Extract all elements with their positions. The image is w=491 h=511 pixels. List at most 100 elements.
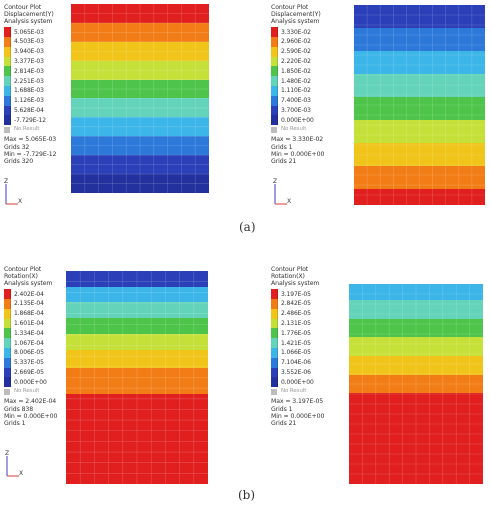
contour-band — [349, 374, 483, 394]
axis-triad-a-right: Z X — [273, 178, 291, 205]
legend-row: 2.402E-04 — [4, 289, 57, 300]
no-result-swatch — [271, 388, 277, 395]
legend-title-line: Rotation(X) — [271, 273, 305, 281]
stat-min: Min = -7.729E-12 — [4, 150, 57, 158]
contour-band — [354, 119, 485, 143]
color-scale: 3.197E-05 2.842E-05 2.486E-05 2.131E-05 1.77… — [271, 289, 324, 388]
legend-row: 2.842E-05 — [271, 299, 324, 309]
contour-band — [354, 165, 485, 189]
legend-tick-label: 0.000E+00 — [281, 116, 314, 124]
legend-swatch — [4, 299, 11, 309]
legend-swatch — [4, 66, 11, 77]
legend-swatch — [271, 27, 278, 38]
legend-a-right: Contour Plot Displacement(Y) Analysis sy… — [271, 4, 324, 166]
stat-min-grids: Grids 320 — [4, 158, 34, 166]
legend-swatch — [4, 308, 11, 319]
legend-swatch — [271, 56, 278, 67]
legend-row: 2.220E-02 — [271, 56, 324, 67]
legend-row: 5.065E-03 — [4, 27, 56, 38]
stat-max-grids: Grids 1 — [271, 143, 293, 151]
stat-min-grids: Grids 1 — [4, 420, 26, 428]
legend-tick-label: 0.000E+00 — [281, 378, 314, 386]
legend-swatch — [271, 37, 278, 47]
legend-tick-label: -7.729E-12 — [14, 116, 46, 124]
legend-tick-label: 3.700E-03 — [281, 107, 311, 114]
legend-b-left: Contour Plot Rotation(X) Analysis system… — [4, 266, 57, 428]
no-result-entry: No Result — [271, 126, 324, 133]
legend-swatch — [4, 367, 11, 378]
contour-plot-a-left — [71, 4, 209, 193]
legend-tick-label: 1.776E-05 — [281, 329, 311, 337]
legend-tick-label: 3.330E-02 — [281, 28, 311, 36]
no-result-label: No Result — [281, 126, 307, 133]
contour-band — [66, 287, 208, 302]
axis-triad-a-left: Z X — [4, 178, 22, 205]
legend-tick-label: 1.868E-04 — [14, 310, 44, 318]
contour-band — [349, 356, 483, 375]
legend-tick-label: 1.067E-04 — [14, 339, 44, 347]
contour-band — [349, 318, 483, 338]
legend-tick-label: 2.590E-02 — [281, 48, 311, 56]
contour-band — [349, 300, 483, 319]
stat-min-grids: Grids 21 — [271, 420, 297, 428]
color-scale: 5.065E-03 4.503E-03 3.940E-03 3.377E-03 2.81… — [4, 27, 56, 126]
contour-band — [71, 22, 209, 42]
contour-band — [71, 117, 209, 137]
legend-row: 1.421E-05 — [271, 338, 324, 349]
legend-swatch — [271, 377, 278, 388]
legend-tick-label: 2.486E-05 — [281, 310, 311, 318]
contour-band — [66, 393, 208, 484]
contour-band — [71, 60, 209, 80]
legend-row: 8.006E-05 — [4, 348, 57, 358]
legend-swatch — [271, 328, 278, 339]
legend-swatch — [271, 367, 278, 378]
no-result-label: No Result — [14, 126, 40, 133]
axis-label-x: X — [18, 198, 22, 205]
contour-band — [349, 337, 483, 357]
legend-swatch — [4, 377, 11, 388]
contour-band — [66, 317, 208, 335]
legend-row: 1.868E-04 — [4, 308, 57, 319]
contour-plot-a-right — [354, 5, 485, 205]
legend-row: -7.729E-12 — [4, 115, 56, 126]
contour-band — [66, 334, 208, 351]
legend-b-right: Contour Plot Rotation(X) Analysis system… — [271, 266, 324, 428]
legend-row: 3.377E-03 — [4, 56, 56, 67]
stat-max-grids: Grids 32 — [4, 143, 30, 151]
stat-max: Max = 3.197E-05 — [271, 398, 324, 406]
legend-swatch — [4, 357, 11, 368]
contour-plot-b-right — [349, 284, 483, 484]
legend-tick-label: 3.552E-06 — [281, 369, 311, 376]
legend-tick-label: 2.220E-02 — [281, 58, 311, 66]
legend-swatch — [4, 348, 11, 358]
no-result-swatch — [4, 388, 10, 395]
contour-band — [66, 301, 208, 318]
legend-row: 3.940E-03 — [4, 46, 56, 57]
legend-title-line: Displacement(Y) — [271, 11, 321, 19]
contour-band — [71, 155, 209, 175]
legend-tick-label: 1.126E-03 — [14, 97, 44, 105]
legend-row: 1.334E-04 — [4, 328, 57, 339]
contour-band — [66, 350, 208, 369]
contour-band — [349, 284, 483, 301]
legend-swatch — [4, 46, 11, 57]
axis-label-z: Z — [5, 450, 9, 457]
legend-swatch — [4, 95, 11, 106]
contour-band — [71, 4, 209, 23]
legend-row: 0.000E+00 — [271, 115, 324, 126]
legend-swatch — [4, 289, 11, 300]
legend-swatch — [271, 338, 278, 349]
no-result-label: No Result — [281, 388, 307, 395]
legend-row: 5.337E-05 — [4, 357, 57, 368]
legend-title-line: Contour Plot — [4, 266, 42, 273]
legend-tick-label: 1.601E-04 — [14, 320, 44, 328]
legend-swatch — [271, 86, 278, 96]
legend-row: 1.067E-04 — [4, 338, 57, 349]
stat-max: Max = 2.402E-04 — [4, 398, 57, 406]
legend-swatch — [4, 86, 11, 96]
legend-tick-label: 2.402E-04 — [14, 290, 44, 298]
contour-band — [71, 79, 209, 99]
legend-row: 0.000E+00 — [4, 377, 57, 388]
color-scale: 2.402E-04 2.135E-04 1.868E-04 1.601E-04 1.33… — [4, 289, 57, 388]
axis-label-z: Z — [4, 178, 8, 185]
